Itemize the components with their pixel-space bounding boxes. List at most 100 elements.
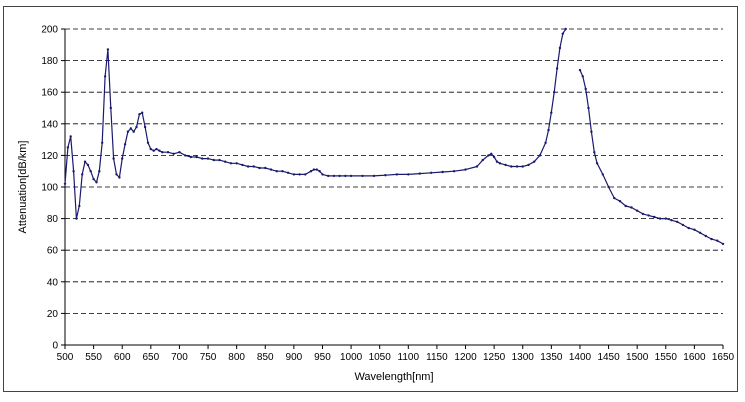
data-point — [521, 165, 524, 168]
data-point — [618, 200, 622, 203]
grid-lines — [65, 28, 723, 314]
data-point — [189, 155, 193, 159]
x-tick-label: 1450 — [597, 352, 620, 363]
data-point — [418, 172, 421, 175]
data-point — [235, 162, 238, 165]
data-point — [624, 204, 627, 208]
data-point — [135, 125, 138, 129]
data-point — [264, 166, 267, 170]
data-point — [161, 151, 164, 154]
data-point — [490, 152, 493, 155]
data-point — [201, 157, 204, 160]
data-point — [636, 209, 639, 212]
data-point — [687, 226, 690, 230]
data-point — [218, 158, 221, 162]
data-point — [129, 127, 132, 130]
data-point — [123, 143, 127, 146]
data-point — [72, 170, 75, 173]
data-point — [143, 125, 147, 129]
data-point — [304, 173, 307, 176]
data-point — [312, 168, 316, 171]
data-point — [83, 160, 87, 163]
y-tick-label: 180 — [41, 56, 58, 67]
data-point — [527, 163, 530, 167]
data-point — [69, 135, 72, 138]
data-point — [481, 158, 484, 162]
x-tick-label: 800 — [228, 352, 245, 363]
data-point — [86, 163, 90, 167]
data-point — [141, 111, 144, 114]
data-point — [704, 234, 707, 238]
data-point — [89, 170, 92, 173]
data-point — [593, 151, 596, 154]
data-point — [98, 170, 101, 173]
data-point — [172, 152, 175, 155]
data-point — [298, 173, 301, 176]
x-tick-label: 1200 — [454, 352, 477, 363]
x-tick-label: 1400 — [569, 352, 592, 363]
data-point — [475, 165, 479, 168]
y-tick-label: 40 — [47, 277, 59, 288]
data-point — [155, 147, 158, 151]
y-axis-title: Attenuation[dB/km] — [17, 141, 29, 234]
data-point — [206, 157, 210, 160]
data-point — [344, 174, 347, 178]
data-point — [653, 215, 656, 219]
data-point — [103, 75, 107, 78]
data-point — [241, 163, 244, 167]
data-point — [492, 155, 496, 159]
data-point — [112, 157, 115, 160]
data-point — [106, 48, 110, 51]
data-point — [101, 141, 104, 144]
data-point — [670, 219, 673, 222]
data-point — [533, 160, 536, 163]
data-point — [710, 237, 713, 241]
data-point — [515, 165, 519, 168]
x-tick-label: 1050 — [369, 352, 392, 363]
data-point — [584, 87, 587, 91]
data-point — [607, 185, 610, 189]
x-tick-label: 1650 — [712, 352, 735, 363]
data-point — [681, 223, 685, 227]
x-tick-label: 1600 — [683, 352, 706, 363]
data-point — [504, 163, 507, 167]
data-point — [132, 130, 135, 133]
x-tick-label: 1350 — [540, 352, 563, 363]
x-tick-label: 850 — [257, 352, 274, 363]
data-point — [224, 160, 227, 163]
data-point — [487, 154, 490, 157]
data-point — [372, 174, 376, 178]
data-point — [550, 111, 553, 114]
data-point — [309, 170, 313, 173]
data-point — [698, 231, 702, 234]
data-point — [332, 174, 336, 178]
data-point — [252, 165, 255, 168]
data-point — [121, 157, 124, 160]
data-point — [578, 68, 582, 72]
data-point — [441, 170, 444, 174]
data-point — [138, 113, 141, 116]
data-point — [269, 168, 273, 171]
y-tick-label: 0 — [52, 341, 58, 352]
data-point — [349, 174, 353, 178]
data-point — [384, 174, 387, 177]
y-tick-label: 140 — [41, 119, 58, 130]
data-point — [318, 170, 321, 173]
series-attenuation — [63, 27, 725, 246]
data-point — [581, 75, 584, 78]
y-tick-label: 80 — [47, 214, 59, 225]
data-point — [166, 151, 170, 154]
y-tick-label: 120 — [41, 151, 58, 162]
data-point — [641, 212, 645, 216]
data-point — [676, 220, 679, 223]
y-tick-label: 160 — [41, 88, 58, 99]
data-point — [281, 170, 284, 173]
data-point — [292, 173, 296, 176]
x-tick-label: 550 — [85, 352, 102, 363]
attenuation-chart: 0 20 40 60 80 100 120 140 160 180 200 500 550 600 650 7… — [17, 25, 735, 384]
data-point — [81, 173, 84, 176]
series-line-segment — [579, 69, 724, 245]
y-tick-label: 100 — [41, 183, 58, 194]
data-point — [544, 141, 547, 144]
data-point — [430, 171, 433, 174]
